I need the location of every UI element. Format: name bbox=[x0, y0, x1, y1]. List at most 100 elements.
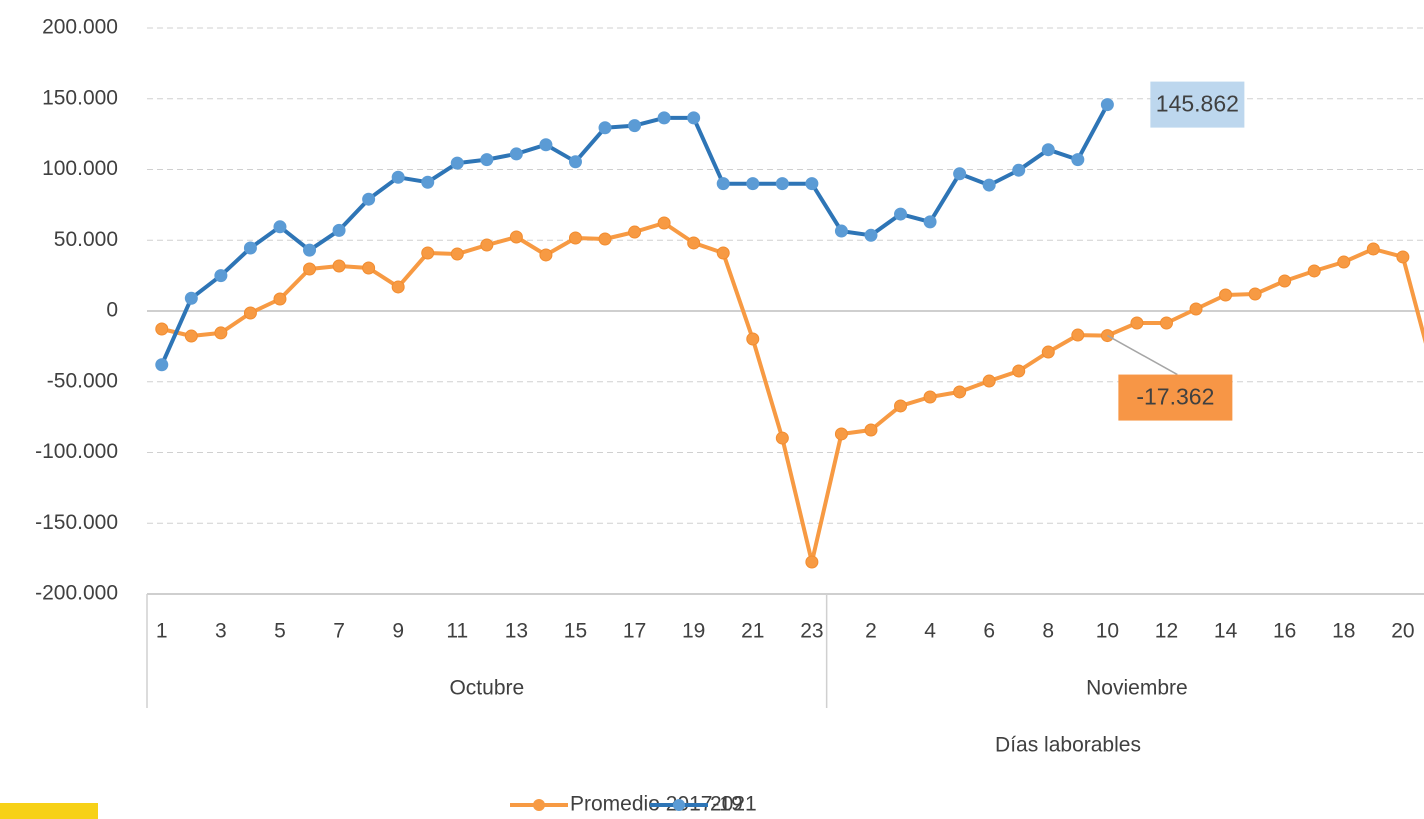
data-point bbox=[391, 170, 405, 184]
data-point bbox=[953, 385, 967, 399]
legend-marker bbox=[673, 799, 685, 811]
x-tick-label: 3 bbox=[215, 620, 227, 643]
data-point bbox=[628, 119, 642, 133]
data-point bbox=[303, 262, 317, 276]
data-point bbox=[421, 246, 435, 260]
data-point bbox=[568, 231, 582, 245]
y-tick-label: -150.000 bbox=[35, 511, 118, 534]
x-tick-label: 17 bbox=[623, 620, 646, 643]
data-point bbox=[1307, 264, 1321, 278]
x-tick-label: 2 bbox=[865, 620, 877, 643]
data-point bbox=[539, 138, 553, 152]
x-tick-label: 18 bbox=[1332, 620, 1355, 643]
data-point bbox=[864, 228, 878, 242]
x-tick-label: 8 bbox=[1042, 620, 1054, 643]
data-point bbox=[657, 111, 671, 125]
group-label: Octubre bbox=[449, 677, 524, 700]
x-axis-title: Días laborables bbox=[995, 734, 1141, 757]
leader-line bbox=[1107, 334, 1178, 376]
group-label: Noviembre bbox=[1086, 677, 1188, 700]
data-point bbox=[894, 399, 908, 413]
data-point bbox=[273, 220, 287, 234]
x-tick-label: 19 bbox=[682, 620, 705, 643]
x-tick-label: 7 bbox=[333, 620, 345, 643]
data-point bbox=[1159, 316, 1173, 330]
data-point bbox=[864, 423, 878, 437]
data-point bbox=[332, 223, 346, 237]
x-tick-label: 5 bbox=[274, 620, 286, 643]
data-point bbox=[775, 431, 789, 445]
x-tick-label: 13 bbox=[505, 620, 528, 643]
data-point bbox=[1278, 274, 1292, 288]
data-point bbox=[1012, 364, 1026, 378]
data-point bbox=[1041, 143, 1055, 157]
data-point bbox=[1396, 250, 1410, 264]
data-label: 145.862 bbox=[1156, 91, 1239, 117]
data-label-box bbox=[1118, 374, 1233, 421]
data-point bbox=[1130, 316, 1144, 330]
x-tick-label: 10 bbox=[1096, 620, 1119, 643]
data-point bbox=[687, 111, 701, 125]
data-point bbox=[214, 326, 228, 340]
data-point bbox=[953, 167, 967, 181]
data-point bbox=[687, 236, 701, 250]
data-point bbox=[184, 291, 198, 305]
data-point bbox=[568, 155, 582, 169]
x-tick-label: 16 bbox=[1273, 620, 1296, 643]
y-tick-label: 200.000 bbox=[42, 16, 118, 39]
data-point bbox=[155, 322, 169, 336]
data-point bbox=[775, 177, 789, 191]
corner-decoration bbox=[0, 803, 98, 819]
x-tick-label: 11 bbox=[446, 620, 468, 643]
data-point bbox=[273, 292, 287, 306]
x-tick-label: 4 bbox=[924, 620, 936, 643]
data-point bbox=[982, 178, 996, 192]
data-point bbox=[1189, 302, 1203, 316]
data-point bbox=[716, 246, 730, 260]
data-point bbox=[509, 230, 523, 244]
data-point bbox=[1248, 287, 1262, 301]
data-point bbox=[746, 332, 760, 346]
legend-label: 2021 bbox=[710, 793, 757, 816]
data-point bbox=[834, 427, 848, 441]
data-label-box bbox=[1150, 81, 1245, 128]
data-point bbox=[214, 269, 228, 283]
data-point bbox=[834, 224, 848, 238]
data-point bbox=[628, 225, 642, 239]
data-point bbox=[332, 259, 346, 273]
series-line bbox=[161, 221, 1424, 564]
data-point bbox=[362, 192, 376, 206]
data-point bbox=[1100, 98, 1114, 112]
data-point bbox=[509, 147, 523, 161]
y-tick-label: -50.000 bbox=[47, 369, 118, 392]
data-point bbox=[480, 238, 494, 252]
data-point bbox=[1071, 328, 1085, 342]
data-point bbox=[1337, 255, 1351, 269]
data-point bbox=[450, 156, 464, 170]
data-point bbox=[303, 243, 317, 257]
data-point bbox=[243, 241, 257, 255]
data-point bbox=[1366, 242, 1380, 256]
data-point bbox=[716, 177, 730, 191]
x-tick-label: 9 bbox=[392, 620, 404, 643]
data-point bbox=[598, 232, 612, 246]
data-point bbox=[362, 261, 376, 275]
data-point bbox=[155, 358, 169, 372]
y-tick-label: -100.000 bbox=[35, 440, 118, 463]
data-point bbox=[923, 215, 937, 229]
data-point bbox=[982, 374, 996, 388]
data-point bbox=[894, 207, 908, 221]
y-tick-label: 50.000 bbox=[54, 228, 118, 251]
x-tick-label: 14 bbox=[1214, 620, 1238, 643]
data-point bbox=[1041, 345, 1055, 359]
data-point bbox=[1219, 288, 1233, 302]
x-tick-label: 20 bbox=[1391, 620, 1414, 643]
data-label: -17.362 bbox=[1136, 384, 1214, 410]
x-tick-label: 6 bbox=[983, 620, 995, 643]
data-point bbox=[598, 121, 612, 135]
data-point bbox=[657, 216, 671, 230]
x-tick-label: 21 bbox=[741, 620, 764, 643]
x-tick-label: 15 bbox=[564, 620, 587, 643]
